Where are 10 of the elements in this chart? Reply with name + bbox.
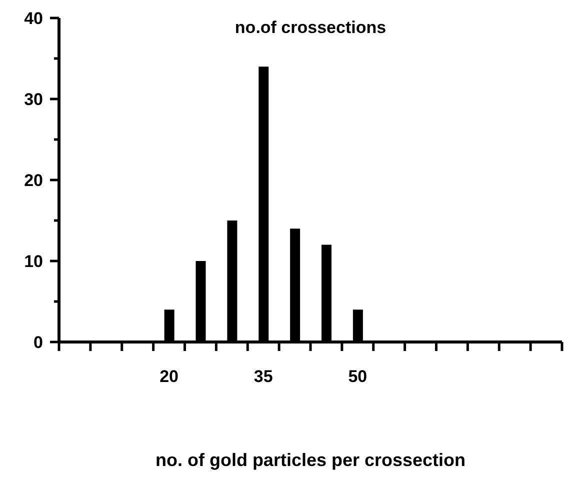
- x-tick-label: 35: [254, 367, 273, 386]
- y-tick-label: 0: [34, 333, 43, 352]
- y-tick-label: 30: [24, 90, 43, 109]
- x-tick-label: 20: [160, 367, 178, 386]
- y-tick-label: 40: [24, 9, 43, 28]
- chart-title: no.of crossections: [234, 18, 388, 38]
- y-tick-label: 10: [24, 252, 43, 271]
- x-tick-label: 50: [348, 367, 368, 386]
- x-axis-title: no. of gold particles per crossection: [154, 450, 467, 471]
- y-tick-label: 20: [24, 171, 43, 190]
